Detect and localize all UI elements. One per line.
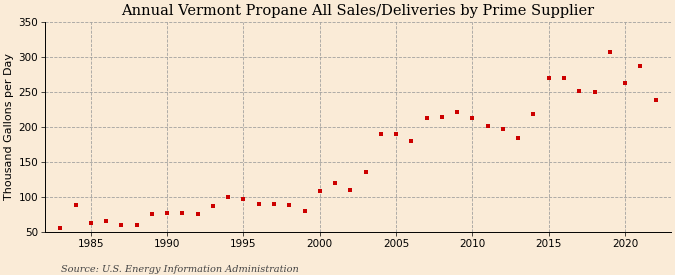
Title: Annual Vermont Propane All Sales/Deliveries by Prime Supplier: Annual Vermont Propane All Sales/Deliver… <box>122 4 595 18</box>
Text: Source: U.S. Energy Information Administration: Source: U.S. Energy Information Administ… <box>61 265 298 274</box>
Y-axis label: Thousand Gallons per Day: Thousand Gallons per Day <box>4 54 14 200</box>
